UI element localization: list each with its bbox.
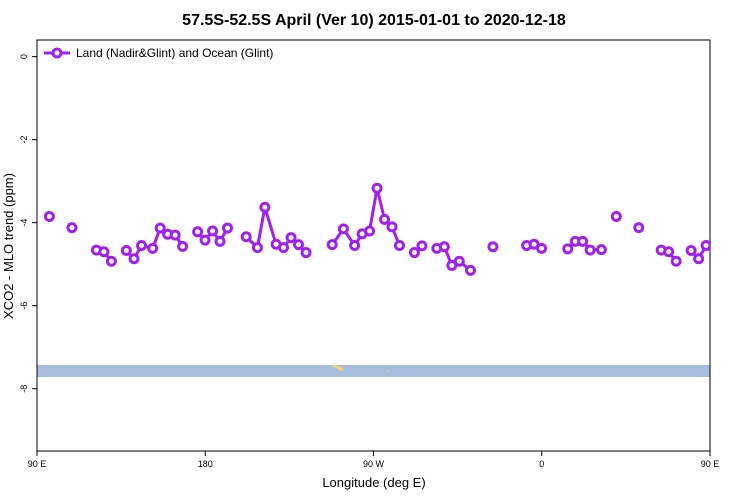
data-point <box>251 242 263 254</box>
y-tick-label: -8 <box>19 385 29 393</box>
x-tick-label: 90 E <box>701 459 720 469</box>
x-tick-label: 0 <box>539 459 544 469</box>
data-point <box>663 246 675 258</box>
data-point <box>584 244 596 256</box>
legend-label: Land (Nadir&Glint) and Ocean (Glint) <box>76 46 273 60</box>
data-point <box>207 225 219 237</box>
data-point <box>177 240 189 252</box>
legend: Land (Nadir&Glint) and Ocean (Glint) <box>44 46 273 60</box>
data-point <box>371 182 383 194</box>
x-axis: 90 E 180 90 W 0 90 E <box>28 451 720 469</box>
y-tick-label: -2 <box>19 136 29 144</box>
data-point <box>169 229 181 241</box>
x-axis-label: Longitude (deg E) <box>322 475 425 490</box>
data-point <box>199 234 211 246</box>
data-point <box>393 240 405 251</box>
data-point <box>128 253 140 265</box>
data-point <box>120 244 132 256</box>
x-tick-label: 90 E <box>28 459 47 469</box>
data-point <box>214 235 226 247</box>
data-point <box>562 243 574 255</box>
data-point <box>595 244 607 256</box>
data-point <box>278 242 290 254</box>
data-point <box>221 222 233 234</box>
data-point <box>192 226 204 238</box>
data-point <box>465 264 477 276</box>
data-point <box>717 224 725 232</box>
y-tick-label: -6 <box>19 302 29 310</box>
data-point <box>43 210 55 222</box>
data-point <box>725 230 733 238</box>
data-point <box>154 222 166 234</box>
data-point <box>285 232 297 244</box>
y-tick-label: -4 <box>19 219 29 227</box>
map-layer <box>37 365 710 377</box>
data-point <box>364 225 376 237</box>
data-point <box>293 239 305 251</box>
series-layer <box>43 182 740 276</box>
data-point <box>416 240 428 252</box>
data-point <box>708 244 710 253</box>
ocean-band <box>37 365 710 377</box>
chart-title: 57.5S-52.5S April (Ver 10) 2015-01-01 to… <box>182 12 566 29</box>
data-point <box>487 241 499 253</box>
data-point <box>98 246 110 258</box>
y-axis: 0 -2 -4 -6 -8 <box>19 54 37 393</box>
land-patch <box>331 365 344 371</box>
data-point <box>685 244 697 256</box>
data-point <box>240 231 252 243</box>
x-tick-label: 90 W <box>363 459 385 469</box>
data-point <box>379 213 391 225</box>
legend-marker <box>51 47 63 59</box>
data-point <box>693 253 705 265</box>
data-point <box>326 239 338 251</box>
data-point <box>136 240 148 251</box>
data-point <box>700 240 710 251</box>
x-tick-label: 180 <box>198 459 213 469</box>
data-point <box>105 255 117 267</box>
data-point <box>577 235 589 247</box>
data-point <box>300 247 312 259</box>
data-point <box>259 201 271 213</box>
data-point <box>349 240 361 251</box>
data-point <box>610 210 622 222</box>
data-point <box>536 242 548 254</box>
data-point <box>386 221 398 233</box>
data-point <box>670 255 682 267</box>
data-point <box>732 231 740 239</box>
data-point <box>438 241 450 253</box>
y-tick-label: 0 <box>19 54 29 59</box>
data-point <box>337 223 349 235</box>
data-point <box>633 222 645 234</box>
land-speck <box>387 370 389 372</box>
data-point <box>66 222 78 234</box>
y-axis-label: XCO2 - MLO trend (ppm) <box>1 173 16 319</box>
data-point <box>453 255 465 267</box>
data-point <box>408 247 420 259</box>
data-point <box>147 242 159 254</box>
